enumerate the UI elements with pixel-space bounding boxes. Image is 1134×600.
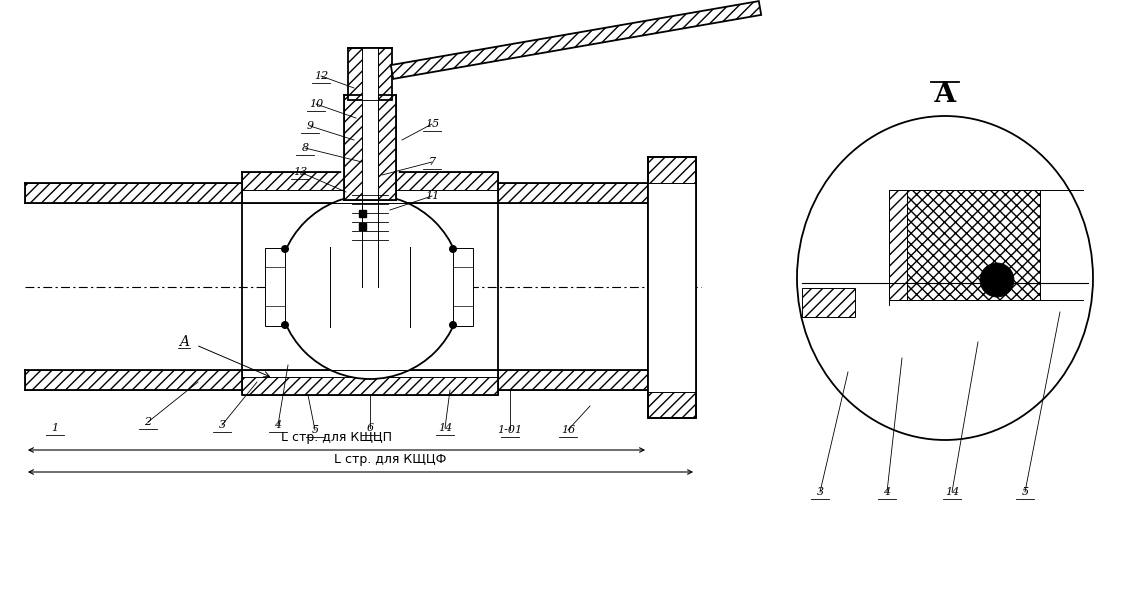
Text: 14: 14	[945, 487, 959, 497]
Bar	[498, 370, 648, 390]
Polygon shape	[265, 248, 285, 326]
Text: A: A	[179, 335, 189, 349]
Text: 4: 4	[274, 420, 281, 430]
Text: 8: 8	[302, 143, 308, 153]
Text: L стр. для КЩЦФ: L стр. для КЩЦФ	[335, 452, 447, 466]
Polygon shape	[391, 1, 761, 79]
Bar	[362, 48, 378, 100]
Text: 10: 10	[308, 99, 323, 109]
Bar	[25, 183, 242, 203]
Bar	[25, 370, 242, 390]
Text: 7: 7	[429, 157, 435, 167]
Text: 3: 3	[816, 487, 823, 497]
Polygon shape	[452, 248, 473, 326]
Circle shape	[281, 245, 289, 253]
Bar	[348, 48, 392, 100]
Circle shape	[449, 245, 457, 253]
Text: 9: 9	[306, 121, 314, 131]
Text: 6: 6	[366, 423, 373, 433]
Text: 5: 5	[312, 425, 319, 435]
Bar	[907, 190, 1040, 300]
Circle shape	[281, 321, 289, 329]
Text: 15: 15	[425, 119, 439, 129]
Circle shape	[449, 321, 457, 329]
Text: А: А	[933, 80, 956, 107]
Bar	[359, 223, 366, 230]
Bar	[648, 183, 696, 392]
Bar	[344, 95, 396, 200]
Text: 3: 3	[219, 420, 226, 430]
Text: 1-01: 1-01	[498, 425, 523, 435]
Bar	[242, 377, 498, 395]
Text: 12: 12	[314, 71, 328, 81]
Bar	[648, 157, 696, 418]
Text: 11: 11	[425, 191, 439, 201]
Text: 1: 1	[51, 423, 59, 433]
Bar	[802, 288, 855, 317]
Text: L стр. для КЩЦП: L стр. для КЩЦП	[281, 431, 392, 443]
Bar	[889, 190, 907, 300]
Ellipse shape	[797, 116, 1093, 440]
Bar	[498, 183, 648, 203]
Text: 2: 2	[144, 417, 152, 427]
Text: 5: 5	[1022, 487, 1029, 497]
Text: 4: 4	[883, 487, 890, 497]
Circle shape	[278, 195, 462, 379]
Bar	[362, 95, 378, 200]
Text: 13: 13	[293, 167, 307, 177]
Circle shape	[980, 263, 1014, 297]
Bar	[242, 172, 498, 190]
Text: 14: 14	[438, 423, 452, 433]
Text: 16: 16	[561, 425, 575, 435]
Bar	[359, 210, 366, 217]
